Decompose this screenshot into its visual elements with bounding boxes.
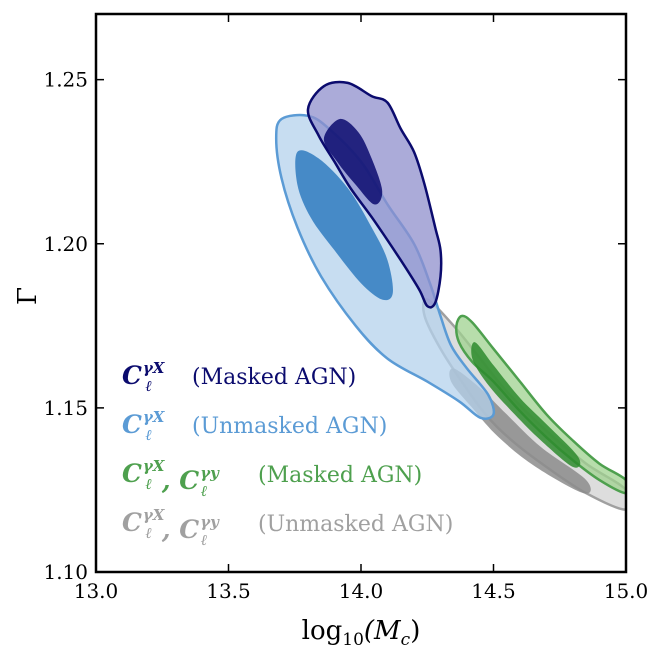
y-tick-label: 1.15 [43,396,88,420]
contour-outer-3 [455,314,626,495]
y-tick-label: 1.10 [43,560,88,584]
contour-layer [274,80,626,511]
x-tick-label: 14.0 [339,579,384,603]
legend-symbol-2: CγX ℓ [122,408,166,444]
legend-label-2: (Unmasked AGN) [192,414,387,439]
legend-label-3: (Masked AGN) [258,463,422,488]
x-tick-label: 13.0 [74,579,119,603]
legend-entry-4: CγX ℓ, Cγy ℓ (Unmasked AGN) [122,506,453,549]
y-tick-label: 1.25 [43,68,88,92]
legend-entry-3: CγX ℓ, Cγy ℓ (Masked AGN) [122,457,422,500]
legend-label-4: (Unmasked AGN) [258,512,453,537]
legend-entry-2: CγX ℓ (Unmasked AGN) [122,408,387,444]
contour-series-3 [455,314,626,495]
tick-layer: 13.0 13.5 14.0 14.5 15.0 1.10 1.15 1.20 1.25 [43,14,648,603]
legend-symbol-4: CγX ℓ, Cγy ℓ [122,506,220,549]
x-tick-label: 15.0 [604,579,649,603]
legend-symbol-3: CγX ℓ, Cγy ℓ [122,457,220,500]
contour-inner-1 [323,118,383,205]
legend-entry-1: CγX ℓ (Masked AGN) [122,359,356,395]
contour-series-1 [306,80,443,309]
x-tick-label: 14.5 [471,579,516,603]
y-tick-label: 1.20 [43,232,88,256]
legend: CγX ℓ (Masked AGN)CγX ℓ (Unmasked AGN)CγX ℓ, … [122,359,453,549]
legend-label-1: (Masked AGN) [192,365,356,390]
contour-inner-2 [295,150,393,301]
legend-symbol-1: CγX ℓ [122,359,166,395]
y-axis-label: Γ [13,287,43,305]
contour-inner-3 [471,342,581,468]
x-axis-label: log10(Mc) [302,616,421,648]
x-tick-label: 13.5 [206,579,251,603]
